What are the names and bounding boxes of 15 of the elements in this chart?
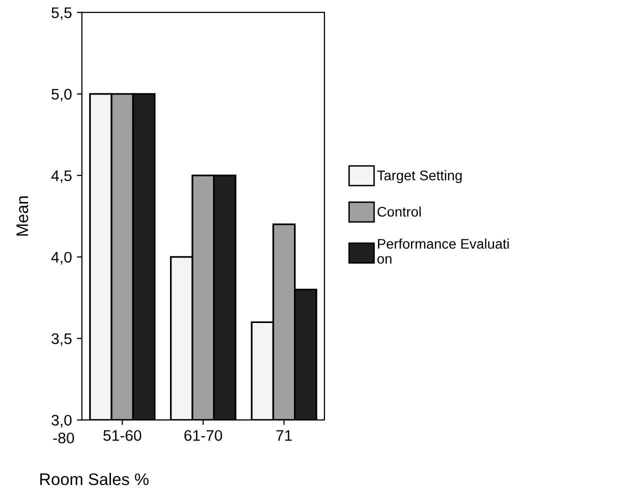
y-tick-label: 4,0	[51, 252, 72, 264]
y-tick-label: 3,0	[52, 414, 72, 428]
legend-label: Control	[378, 206, 421, 217]
x-axis-title: Room Sales %	[40, 472, 149, 486]
x-tick-label: 51-60	[103, 430, 142, 441]
y-tick-label: 4,5	[51, 170, 72, 183]
y-tick-label: 5,5	[52, 7, 72, 20]
y-tick-label: 5,0	[52, 88, 72, 102]
x-tick-label: 61-70	[184, 430, 222, 441]
legend-label: Target Setting	[377, 170, 462, 184]
y-tick-label: 3,5	[52, 333, 72, 346]
legend-label: Performance Evaluati on	[377, 238, 509, 264]
y-axis-title: Mean	[16, 196, 28, 236]
x-tick-label: 71	[276, 430, 292, 441]
text: -80	[53, 432, 74, 444]
